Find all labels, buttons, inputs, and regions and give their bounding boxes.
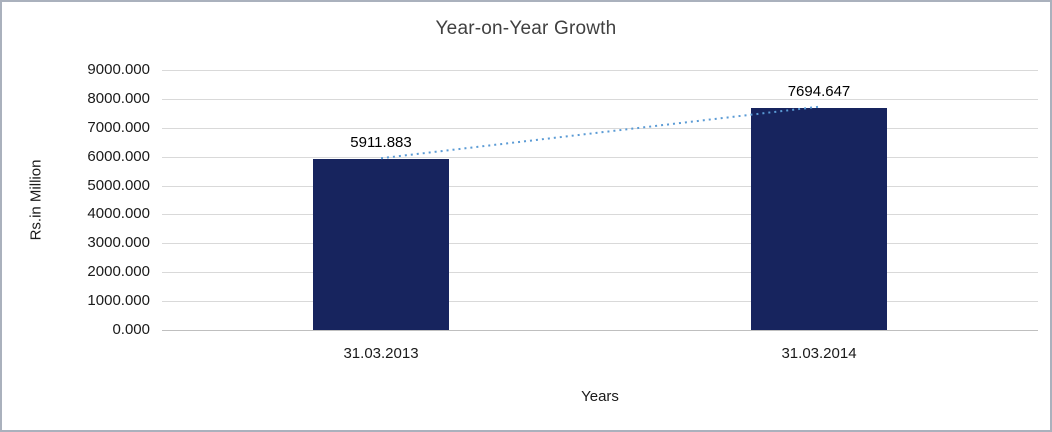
gridline [162, 243, 1038, 245]
y-tick-label: 0.000 [112, 321, 150, 338]
y-tick-label: 3000.000 [87, 234, 150, 252]
y-tick-label: 7000.000 [87, 118, 150, 136]
bar-31.03.2014 [751, 107, 887, 330]
bar-value-label: 7694.647 [787, 82, 851, 100]
gridline [162, 301, 1038, 303]
y-tick-label: 5000.000 [87, 176, 150, 194]
x-tick-label: 31.03.2013 [343, 345, 419, 362]
gridline [162, 185, 1038, 187]
plot-area: 5911.883 7694.647 [162, 70, 1038, 331]
bar-31.03.2013 [313, 159, 449, 330]
gridline [162, 156, 1038, 158]
chart-title: Year-on-Year Growth [435, 18, 617, 39]
y-tick-label: 9000.000 [87, 61, 150, 78]
y-axis-title: Rs.in Million [27, 159, 45, 241]
y-tick-label: 4000.000 [87, 205, 150, 223]
x-axis-title: Years [581, 388, 619, 405]
gridline [162, 272, 1038, 274]
x-axis-line [162, 330, 1038, 331]
x-tick-label: 31.03.2014 [781, 345, 857, 362]
y-tick-label: 2000.000 [87, 263, 150, 281]
gridline [162, 70, 1038, 71]
gridline [162, 214, 1038, 216]
gridline [162, 98, 1038, 100]
y-tick-label: 1000.000 [87, 292, 150, 310]
gridline [162, 127, 1038, 129]
y-tick-label: 8000.000 [87, 89, 150, 107]
trendline-svg [380, 105, 820, 160]
trendline [380, 105, 820, 160]
y-tick-label: 6000.000 [87, 147, 150, 165]
bar-value-label: 5911.883 [350, 134, 412, 152]
